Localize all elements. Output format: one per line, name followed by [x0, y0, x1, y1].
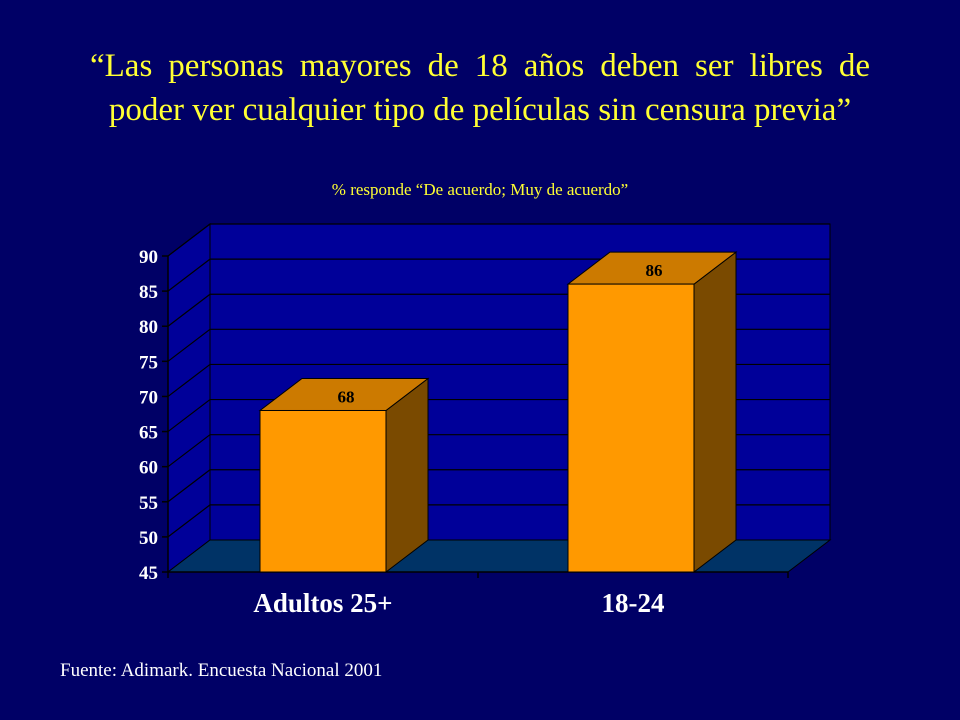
category-labels: Adultos 25+ 18-24 [253, 588, 664, 618]
data-label: 68 [338, 387, 355, 406]
y-tick-label: 75 [139, 352, 158, 373]
source-note: Fuente: Adimark. Encuesta Nacional 2001 [60, 660, 383, 681]
category-label: Adultos 25+ [253, 588, 392, 618]
y-tick-label: 65 [139, 423, 158, 444]
y-tick-label: 55 [139, 493, 158, 514]
y-tick-label: 70 [139, 387, 158, 408]
side-wall [167, 222, 211, 574]
category-label: 18-24 [602, 588, 665, 618]
gridline [167, 223, 830, 257]
y-tick-label: 80 [139, 317, 158, 338]
y-tick-label: 85 [139, 282, 158, 303]
y-tick-label: 45 [139, 563, 158, 584]
chart-subtitle: % responde “De acuerdo; Muy de acuerdo” [331, 180, 629, 199]
bars [258, 251, 738, 574]
y-tick-label: 50 [139, 528, 158, 549]
bar-side [385, 377, 429, 574]
data-labels: 68 86 [338, 261, 663, 406]
data-label: 86 [646, 261, 663, 280]
y-tick-label: 60 [139, 458, 158, 479]
bar-2 [566, 251, 738, 574]
bar-side [693, 251, 737, 574]
chart-title: “Las personas mayores de 18 años deben s… [90, 48, 870, 128]
bar-1 [258, 377, 430, 574]
y-tick-labels: 45 50 55 60 65 70 75 80 85 90 [139, 247, 158, 584]
y-tick-label: 90 [139, 247, 158, 268]
bar-front [259, 409, 387, 573]
bar-front [567, 283, 695, 573]
